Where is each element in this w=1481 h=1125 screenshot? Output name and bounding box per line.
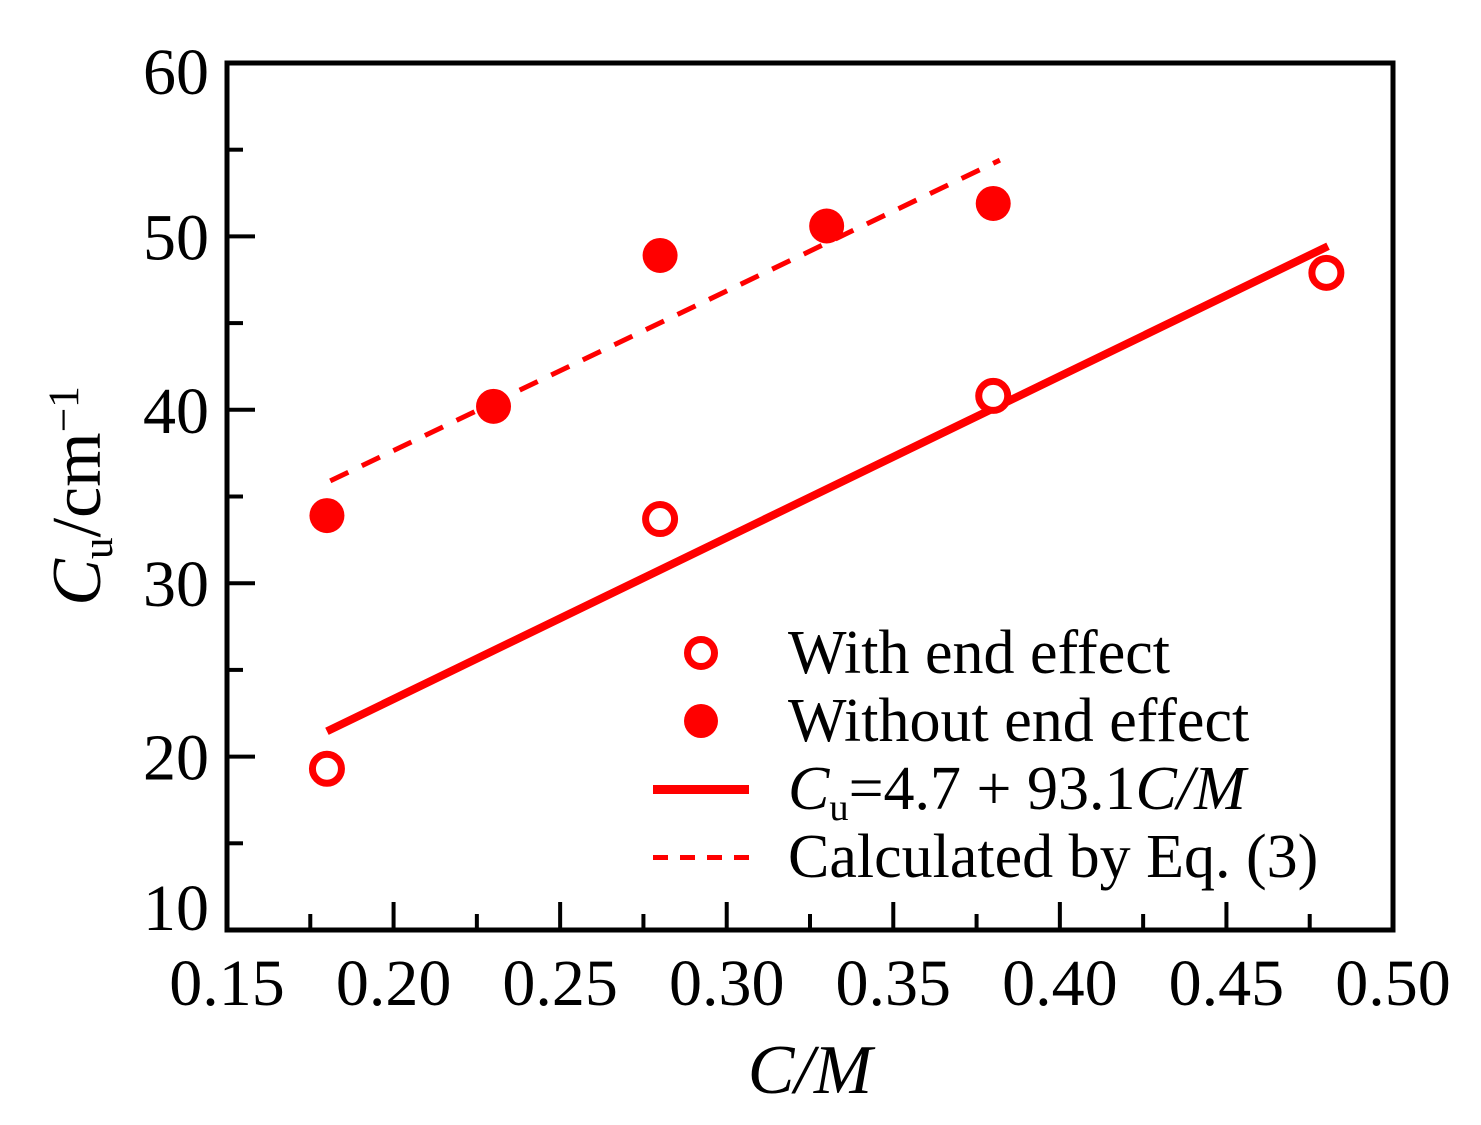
legend-marker — [653, 784, 749, 794]
text-part: −1 — [40, 386, 89, 433]
x-tick-label: 0.15 — [169, 947, 285, 1020]
plot-frame — [224, 60, 1396, 933]
legend-item: Without end effect — [653, 687, 1318, 755]
text-part: u — [829, 786, 849, 829]
text-part: C — [1135, 755, 1177, 823]
data-point-filled — [476, 388, 512, 424]
x-tick-label: 0.40 — [1002, 947, 1118, 1020]
data-point-filled — [309, 498, 345, 534]
text-part: C — [788, 755, 830, 823]
legend-label: Cu=4.7 + 93.1C/M — [788, 755, 1246, 827]
legend-item: Cu=4.7 + 93.1C/M — [653, 755, 1318, 827]
x-tick-label: 0.30 — [669, 947, 785, 1020]
x-tick-label: 0.50 — [1335, 947, 1451, 1020]
fit-line-solid — [325, 242, 1330, 735]
y-axis-title: Cu/cm−1 — [39, 386, 122, 606]
text-part: M — [1194, 755, 1246, 823]
x-axis-title: C/M — [748, 1036, 872, 1106]
legend-label: Without end effect — [788, 690, 1249, 752]
data-point-filled — [975, 185, 1011, 221]
y-tick-label: 60 — [143, 36, 209, 109]
calculated-line-dashed — [329, 157, 1001, 484]
line-solid-marker-icon — [653, 784, 749, 794]
text-part: =4.7 + 93.1 — [848, 755, 1136, 823]
text-part: M — [813, 1032, 873, 1109]
legend-marker — [653, 636, 749, 670]
line-dashed-marker-icon — [653, 854, 749, 860]
data-point-open — [642, 501, 679, 538]
legend-item: Calculated by Eq. (3) — [653, 823, 1318, 891]
circle-open-marker-icon — [684, 636, 718, 670]
text-part: C — [747, 1032, 795, 1109]
legend: With end effect Without end effect Cu=4.7 … — [653, 619, 1318, 891]
x-tick-label: 0.20 — [336, 947, 452, 1020]
x-tick-label: 0.45 — [1169, 947, 1285, 1020]
text-part: C — [39, 559, 116, 606]
data-point-filled — [642, 237, 678, 273]
text-part: /cm — [39, 432, 116, 538]
data-point-open — [975, 377, 1012, 414]
data-point-filled — [809, 208, 845, 244]
text-part: Without end effect — [788, 687, 1250, 755]
legend-label: With end effect — [788, 622, 1170, 684]
circle-filled-marker-icon — [684, 704, 718, 738]
text-part: / — [1176, 755, 1195, 823]
y-tick-label: 40 — [143, 375, 209, 448]
x-tick-label: 0.25 — [502, 947, 618, 1020]
legend-item: With end effect — [653, 619, 1318, 687]
data-point-open — [1308, 254, 1345, 291]
y-tick-label: 30 — [143, 548, 209, 621]
y-tick-label: 20 — [143, 722, 209, 795]
legend-marker — [653, 854, 749, 860]
text-part: / — [794, 1032, 814, 1109]
legend-marker — [653, 704, 749, 738]
text-part: With end effect — [788, 619, 1170, 687]
legend-label: Calculated by Eq. (3) — [788, 826, 1318, 888]
data-point-open — [308, 750, 345, 787]
text-part: Calculated by Eq. (3) — [788, 823, 1319, 891]
y-tick-label: 10 — [143, 872, 209, 945]
text-part: u — [74, 537, 123, 560]
y-tick-label: 50 — [143, 201, 209, 274]
x-tick-label: 0.35 — [836, 947, 952, 1020]
